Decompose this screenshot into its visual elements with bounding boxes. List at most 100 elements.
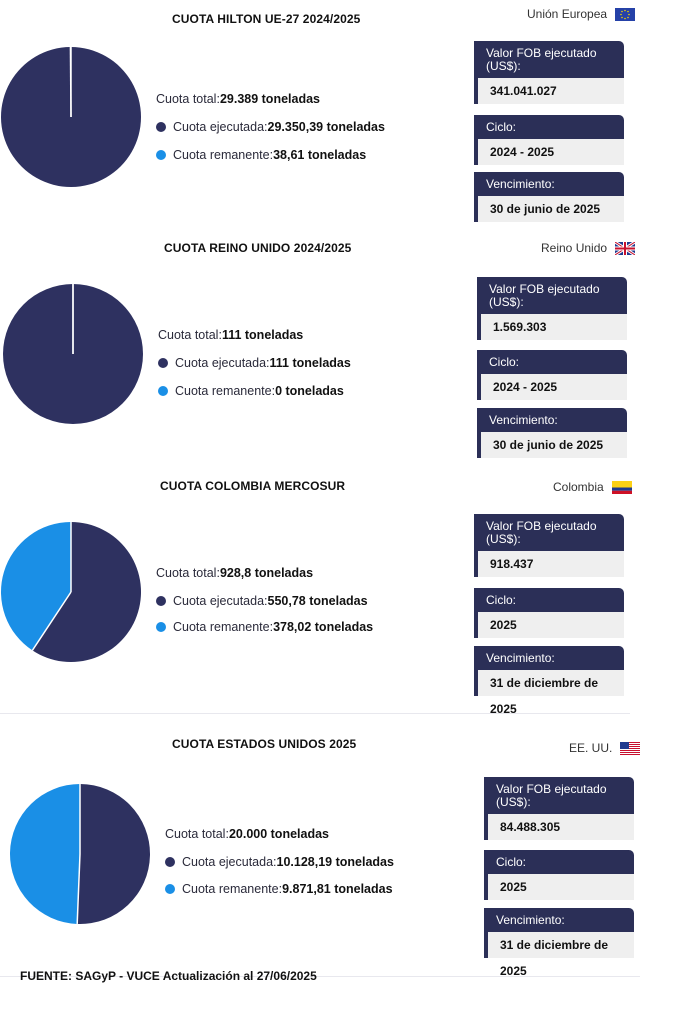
legend-executed-value: 29.350,39 toneladas xyxy=(267,120,385,134)
pie-slice-border xyxy=(76,853,81,924)
quota-section-hilton: CUOTA HILTON UE-27 2024/2025 Unión Europ… xyxy=(0,0,686,230)
card-value: 341.041.027 xyxy=(474,78,624,104)
country-label: Reino Unido xyxy=(541,241,636,255)
legend-remaining-value: 38,61 toneladas xyxy=(273,148,367,162)
pie-chart-usa xyxy=(9,784,150,924)
legend-remaining-label: Cuota remanente: xyxy=(175,384,276,398)
legend-remaining: Cuota remanente: 38,61 toneladas xyxy=(156,148,366,162)
pie-slice-executed xyxy=(77,784,150,924)
legend-total-value: 928,8 toneladas xyxy=(219,566,314,580)
executed-dot-icon xyxy=(165,857,175,867)
section-divider xyxy=(0,713,630,714)
card-value: 30 de junio de 2025 xyxy=(474,196,624,222)
card-value: 1.569.303 xyxy=(477,314,627,340)
card-value: 31 de diciembre de 2025 xyxy=(484,932,634,978)
legend-total-label: Cuota total: xyxy=(158,328,222,342)
legend-remaining-label: Cuota remanente: xyxy=(173,620,274,634)
remaining-dot-icon xyxy=(156,622,166,632)
legend-executed: Cuota ejecutada: 111 toneladas xyxy=(158,356,351,370)
legend-total: Cuota total: 111 toneladas xyxy=(158,328,303,342)
legend-executed-value: 10.128,19 toneladas xyxy=(276,855,394,869)
pie-slice-border xyxy=(69,46,72,118)
card-value: 918.437 xyxy=(474,551,624,577)
pie-slice-remaining xyxy=(9,784,80,924)
country-label: Unión Europea xyxy=(527,7,636,21)
section-title: CUOTA COLOMBIA MERCOSUR xyxy=(160,479,346,493)
card-expiry: Vencimiento: 30 de junio de 2025 xyxy=(474,172,624,222)
card-label: Ciclo: xyxy=(474,115,624,139)
card-value: 30 de junio de 2025 xyxy=(477,432,627,458)
card-label: Vencimiento: xyxy=(484,908,634,932)
country-label: Colombia xyxy=(553,480,632,494)
card-cycle: Ciclo: 2025 xyxy=(484,850,634,900)
section-title: CUOTA HILTON UE-27 2024/2025 xyxy=(172,12,361,26)
remaining-dot-icon xyxy=(165,884,175,894)
card-label: Vencimiento: xyxy=(477,408,627,432)
legend-total-value: 111 toneladas xyxy=(221,328,304,342)
legend-total-value: 29.389 toneladas xyxy=(219,92,320,106)
footer-divider xyxy=(0,976,640,977)
legend-remaining-label: Cuota remanente: xyxy=(173,148,274,162)
country-name: EE. UU. xyxy=(569,741,613,755)
card-label: Vencimiento: xyxy=(474,172,624,196)
card-expiry: Vencimiento: 30 de junio de 2025 xyxy=(477,408,627,458)
section-title: CUOTA ESTADOS UNIDOS 2025 xyxy=(172,737,357,751)
card-label: Valor FOB ejecutado (US$): xyxy=(474,41,624,78)
usa-flag-icon xyxy=(620,741,641,755)
legend-executed-value: 111 toneladas xyxy=(269,356,351,370)
country-name: Reino Unido xyxy=(541,241,608,255)
legend-remaining: Cuota remanente: 9.871,81 toneladas xyxy=(165,882,393,896)
pie-chart-uk xyxy=(3,284,143,424)
card-value: 2024 - 2025 xyxy=(477,374,627,400)
eu-flag-icon xyxy=(615,7,636,21)
executed-dot-icon xyxy=(156,596,166,606)
card-value: 31 de diciembre de 2025 xyxy=(474,670,624,716)
legend-total: Cuota total: 20.000 toneladas xyxy=(165,827,329,841)
legend-remaining: Cuota remanente: 0 toneladas xyxy=(158,384,344,398)
legend-remaining: Cuota remanente: 378,02 toneladas xyxy=(156,620,373,634)
card-label: Valor FOB ejecutado (US$): xyxy=(484,777,634,814)
quota-section-uk: CUOTA REINO UNIDO 2024/2025 Reino Unido … xyxy=(0,232,686,462)
legend-executed-label: Cuota ejecutada: xyxy=(173,120,268,134)
card-label: Valor FOB ejecutado (US$): xyxy=(477,277,627,314)
card-expiry: Vencimiento: 31 de diciembre de 2025 xyxy=(484,908,634,978)
colombia-flag-icon xyxy=(611,480,632,494)
pie-chart-hilton xyxy=(1,46,142,187)
legend-total-label: Cuota total: xyxy=(156,92,220,106)
legend-executed-label: Cuota ejecutada: xyxy=(175,356,270,370)
legend-executed: Cuota ejecutada: 10.128,19 toneladas xyxy=(165,855,394,869)
legend-total: Cuota total: 928,8 toneladas xyxy=(156,566,313,580)
card-label: Vencimiento: xyxy=(474,646,624,670)
card-fob: Valor FOB ejecutado (US$): 1.569.303 xyxy=(477,277,627,340)
section-title: CUOTA REINO UNIDO 2024/2025 xyxy=(164,241,352,255)
legend-executed: Cuota ejecutada: 29.350,39 toneladas xyxy=(156,120,385,134)
card-cycle: Ciclo: 2024 - 2025 xyxy=(477,350,627,400)
card-label: Ciclo: xyxy=(474,588,624,612)
legend-total-label: Cuota total: xyxy=(165,827,229,841)
legend-executed-label: Cuota ejecutada: xyxy=(182,855,277,869)
executed-dot-icon xyxy=(158,358,168,368)
country-label: EE. UU. xyxy=(569,741,641,755)
card-value: 2024 - 2025 xyxy=(474,139,624,165)
legend-remaining-value: 0 toneladas xyxy=(275,384,344,398)
legend-total-value: 20.000 toneladas xyxy=(228,827,329,841)
quota-section-usa: CUOTA ESTADOS UNIDOS 2025 EE. UU. Cuota … xyxy=(0,728,686,978)
pie-slice-border xyxy=(31,591,72,651)
legend-total-label: Cuota total: xyxy=(156,566,220,580)
legend-executed-value: 550,78 toneladas xyxy=(267,594,368,608)
card-label: Ciclo: xyxy=(484,850,634,874)
uk-flag-icon xyxy=(615,241,636,255)
source-footer: FUENTE: SAGyP - VUCE Actualización al 27… xyxy=(20,969,317,983)
pie-chart-colombia xyxy=(0,522,141,662)
executed-dot-icon xyxy=(156,122,166,132)
quota-section-colombia: CUOTA COLOMBIA MERCOSUR Colombia Cuota t… xyxy=(0,468,686,716)
card-label: Valor FOB ejecutado (US$): xyxy=(474,514,624,551)
legend-remaining-label: Cuota remanente: xyxy=(182,882,283,896)
legend-executed-label: Cuota ejecutada: xyxy=(173,594,268,608)
country-name: Unión Europea xyxy=(527,7,608,21)
legend-total: Cuota total: 29.389 toneladas xyxy=(156,92,320,106)
card-fob: Valor FOB ejecutado (US$): 341.041.027 xyxy=(474,41,624,104)
card-value: 2025 xyxy=(474,612,624,638)
card-cycle: Ciclo: 2024 - 2025 xyxy=(474,115,624,165)
legend-executed: Cuota ejecutada: 550,78 toneladas xyxy=(156,594,368,608)
